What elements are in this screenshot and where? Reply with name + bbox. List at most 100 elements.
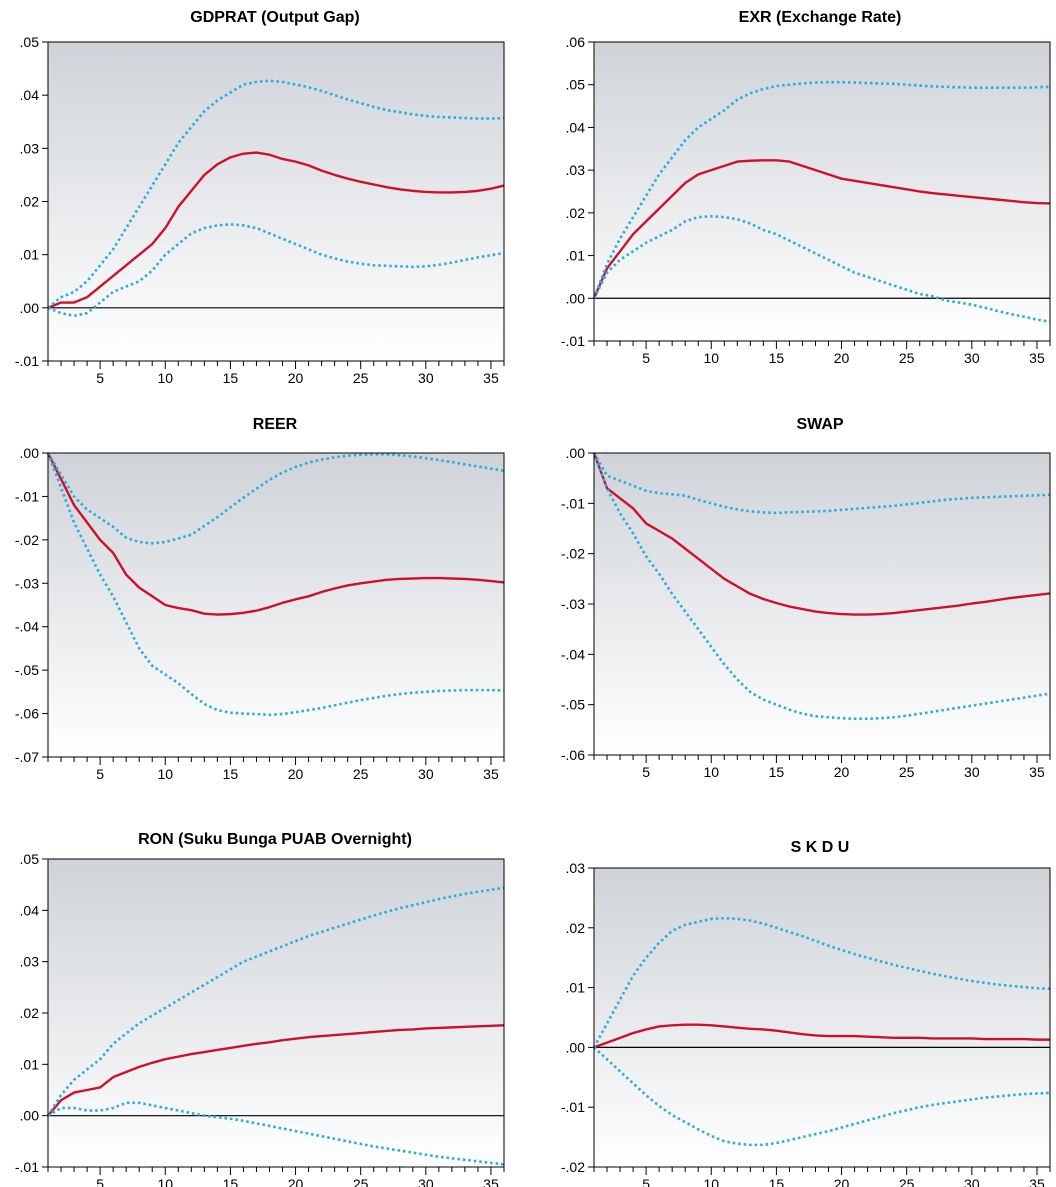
x-tick-label: 30 [964,350,980,366]
x-tick-label: 20 [288,1176,304,1187]
x-tick-label: 35 [1029,1176,1045,1187]
x-tick-label: 25 [899,350,915,366]
y-tick-label: .00 [20,1108,40,1124]
response-line [47,1024,505,1117]
y-tick-label: .00 [566,445,586,461]
y-tick-label: -.03 [15,575,39,591]
x-tick-label: 20 [288,766,304,782]
x-tick-label: 25 [353,1176,369,1187]
x-tick-label: 5 [96,370,104,386]
y-tick-label: -.01 [15,1159,39,1175]
y-tick-label: -.06 [15,706,39,722]
band-lower-line [592,214,1051,324]
x-tick-label: 35 [483,370,499,386]
plot-background [594,42,1050,341]
y-tick-label: .04 [20,87,40,103]
y-tick-label: .05 [566,77,586,93]
band-lower-line [47,223,505,318]
panel-gdprat: 5 10 15 20 25 30 35 -.01 .00 .01 .02 .03 .04 .05 GDPRA… [15,9,505,386]
response-line [592,159,1051,299]
plot-frame [47,452,505,758]
panel-title: SWAP [796,416,843,433]
y-tick-label: .00 [20,445,40,461]
x-tick-label: 10 [703,350,719,366]
response-line [47,151,505,309]
x-tick-label: 5 [642,1176,650,1187]
plot-background [48,42,504,361]
x-tick-label: 15 [223,370,239,386]
x-tick-label: 10 [157,766,173,782]
y-tick-label: .03 [566,162,586,178]
band-upper-line [46,886,505,1117]
y-tick-label: .03 [20,954,40,970]
x-tick-label: 25 [353,370,369,386]
x-tick-label: 30 [418,370,434,386]
y-tick-label: -.06 [561,747,585,763]
band-upper-line [592,916,1051,1049]
plot-frame [593,41,1051,342]
response-line [593,1023,1050,1049]
y-tick-label: .04 [566,119,586,135]
y-tick-label: -.02 [561,1159,585,1175]
x-tick-label: 20 [834,764,850,780]
plot-frame [593,867,1051,1168]
panel-swap: 5 10 15 20 25 30 35 -.06 -.05 -.04 -.03 -.02 -.01 .00… [561,416,1051,780]
x-tick-label: 20 [834,350,850,366]
panel-title: REER [253,416,298,433]
panel-title: EXR (Exchange Rate) [739,9,902,26]
panel-title: S K D U [791,839,850,856]
x-tick-label: 10 [703,764,719,780]
x-tick-label: 15 [223,1176,239,1187]
y-tick-label: .01 [566,248,586,264]
y-tick-label: .00 [566,1039,586,1055]
y-tick-label: .01 [566,980,586,996]
x-tick-label: 5 [96,1176,104,1187]
y-tick-label: -.07 [15,749,39,765]
panel-ron: 5 10 15 20 25 30 35 -.01 .00 .01 .02 .03 .04 .05 RON (… [15,831,505,1187]
panel-reer: 5 10 15 20 25 30 35 -.07 -.06 -.05 -.04 -.03 -.02 -.0… [15,416,505,782]
y-tick-label: -.03 [561,596,585,612]
panel-skdu: 5 10 15 20 25 30 35 -.02 -.01 .00 .01 .02 .03 S K D U [561,839,1051,1187]
panel-title: RON (Suku Bunga PUAB Overnight) [138,831,412,848]
y-tick-label: -.05 [15,662,39,678]
x-tick-label: 10 [157,1176,173,1187]
x-tick-label: 5 [96,766,104,782]
y-tick-label: -.05 [561,697,585,713]
plot-background [594,453,1050,755]
x-tick-label: 10 [703,1176,719,1187]
x-tick-label: 5 [642,764,650,780]
y-tick-label: -.02 [561,546,585,562]
y-tick-label: -.04 [561,646,585,662]
band-upper-line [47,79,505,309]
y-tick-label: .05 [20,851,40,867]
x-tick-label: 30 [964,764,980,780]
x-tick-label: 20 [834,1176,850,1187]
y-tick-label: .02 [566,920,586,936]
y-tick-label: -.01 [561,1099,585,1115]
x-tick-label: 30 [964,1176,980,1187]
y-tick-label: -.01 [561,495,585,511]
x-tick-label: 35 [1029,350,1045,366]
x-tick-label: 15 [769,764,785,780]
band-upper-line [592,80,1051,299]
band-lower-line [592,452,1051,721]
y-tick-label: .05 [20,34,40,50]
x-tick-label: 20 [288,370,304,386]
y-tick-label: -.01 [15,488,39,504]
response-line [46,452,505,616]
x-tick-label: 5 [642,350,650,366]
y-tick-label: .00 [566,290,586,306]
y-tick-label: -.02 [15,532,39,548]
y-tick-label: -.01 [561,333,585,349]
x-tick-label: 35 [483,766,499,782]
y-tick-label: .04 [20,902,40,918]
x-tick-label: 35 [1029,764,1045,780]
y-tick-label: .03 [566,860,586,876]
x-tick-label: 15 [223,766,239,782]
panel-exr: 5 10 15 20 25 30 35 -.01 .00 .01 .02 .03 .04 .05 .06 EX… [561,9,1051,366]
x-tick-label: 10 [157,370,173,386]
plot-background [48,859,504,1167]
y-tick-label: -.01 [15,353,39,369]
plot-background [594,868,1050,1167]
